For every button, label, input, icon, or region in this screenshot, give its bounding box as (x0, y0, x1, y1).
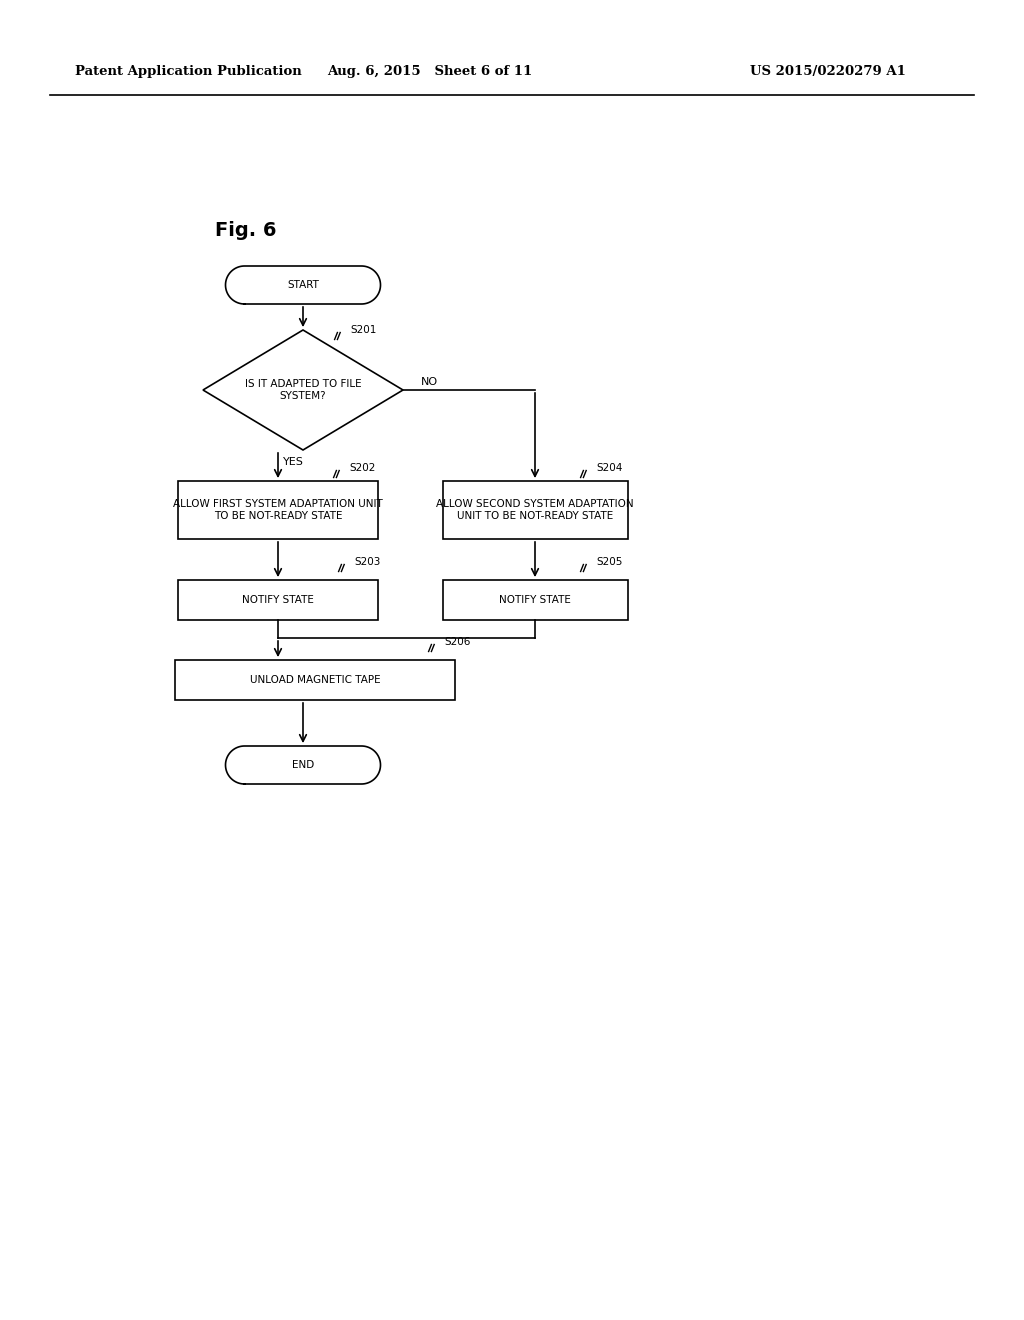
Text: ALLOW SECOND SYSTEM ADAPTATION
UNIT TO BE NOT-READY STATE: ALLOW SECOND SYSTEM ADAPTATION UNIT TO B… (436, 499, 634, 521)
Text: S204: S204 (596, 463, 623, 473)
Text: END: END (292, 760, 314, 770)
Bar (175, 660, 455, 700)
Polygon shape (225, 746, 381, 784)
Text: S206: S206 (444, 638, 470, 647)
Text: NOTIFY STATE: NOTIFY STATE (499, 595, 571, 605)
Text: IS IT ADAPTED TO FILE
SYSTEM?: IS IT ADAPTED TO FILE SYSTEM? (245, 379, 361, 401)
Text: S202: S202 (349, 463, 376, 473)
Text: NOTIFY STATE: NOTIFY STATE (242, 595, 314, 605)
Text: Patent Application Publication: Patent Application Publication (75, 66, 302, 78)
Text: Fig. 6: Fig. 6 (215, 220, 276, 239)
Text: YES: YES (283, 457, 303, 467)
Text: S205: S205 (596, 557, 623, 568)
Polygon shape (203, 330, 403, 450)
Text: UNLOAD MAGNETIC TAPE: UNLOAD MAGNETIC TAPE (250, 675, 380, 685)
Polygon shape (225, 267, 381, 304)
Bar (442, 579, 628, 620)
Text: US 2015/0220279 A1: US 2015/0220279 A1 (750, 66, 906, 78)
Text: START: START (287, 280, 318, 290)
Text: Aug. 6, 2015   Sheet 6 of 11: Aug. 6, 2015 Sheet 6 of 11 (328, 66, 532, 78)
Text: ALLOW FIRST SYSTEM ADAPTATION UNIT
TO BE NOT-READY STATE: ALLOW FIRST SYSTEM ADAPTATION UNIT TO BE… (173, 499, 383, 521)
Text: S203: S203 (354, 557, 380, 568)
Text: NO: NO (421, 378, 438, 387)
Bar (442, 480, 628, 539)
Bar (178, 579, 378, 620)
Text: S201: S201 (350, 325, 377, 335)
Bar (178, 480, 378, 539)
